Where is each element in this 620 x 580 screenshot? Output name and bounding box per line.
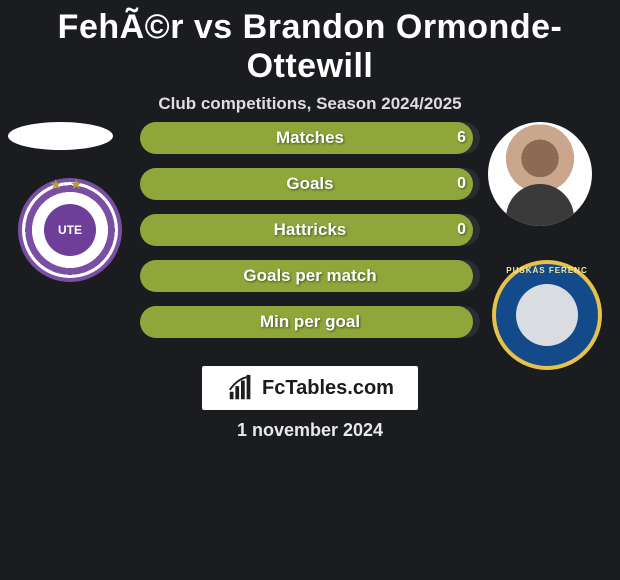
bar-goals-per-match: Goals per match (140, 260, 480, 292)
club-left-text: UTE (44, 204, 96, 256)
bar-goals: Goals 0 (140, 168, 480, 200)
bar-value: 0 (457, 168, 466, 200)
bar-min-per-goal: Min per goal (140, 306, 480, 338)
page-title: FehÃ©r vs Brandon Ormonde-Ottewill (0, 0, 620, 86)
bar-label: Min per goal (140, 306, 480, 338)
subtitle: Club competitions, Season 2024/2025 (0, 94, 620, 114)
bar-matches: Matches 6 (140, 122, 480, 154)
branding-icon (226, 373, 256, 403)
bar-label: Hattricks (140, 214, 480, 246)
bar-value: 0 (457, 214, 466, 246)
branding-box[interactable]: FcTables.com (202, 366, 418, 410)
date-text: 1 november 2024 (0, 420, 620, 441)
bar-label: Matches (140, 122, 480, 154)
bar-hattricks: Hattricks 0 (140, 214, 480, 246)
branding-text: FcTables.com (262, 377, 394, 400)
bar-value: 6 (457, 122, 466, 154)
club-left-stars: ★★ (18, 176, 122, 193)
bar-label: Goals (140, 168, 480, 200)
stats-bars: Matches 6 Goals 0 Hattricks 0 Goals per … (140, 122, 480, 352)
club-badge-right: PUSKÁS FERENC (492, 260, 602, 370)
club-badge-left: ★★ UTE (18, 178, 122, 282)
bar-label: Goals per match (140, 260, 480, 292)
player-left-photo-placeholder (8, 122, 113, 150)
player-right-photo (488, 122, 592, 226)
